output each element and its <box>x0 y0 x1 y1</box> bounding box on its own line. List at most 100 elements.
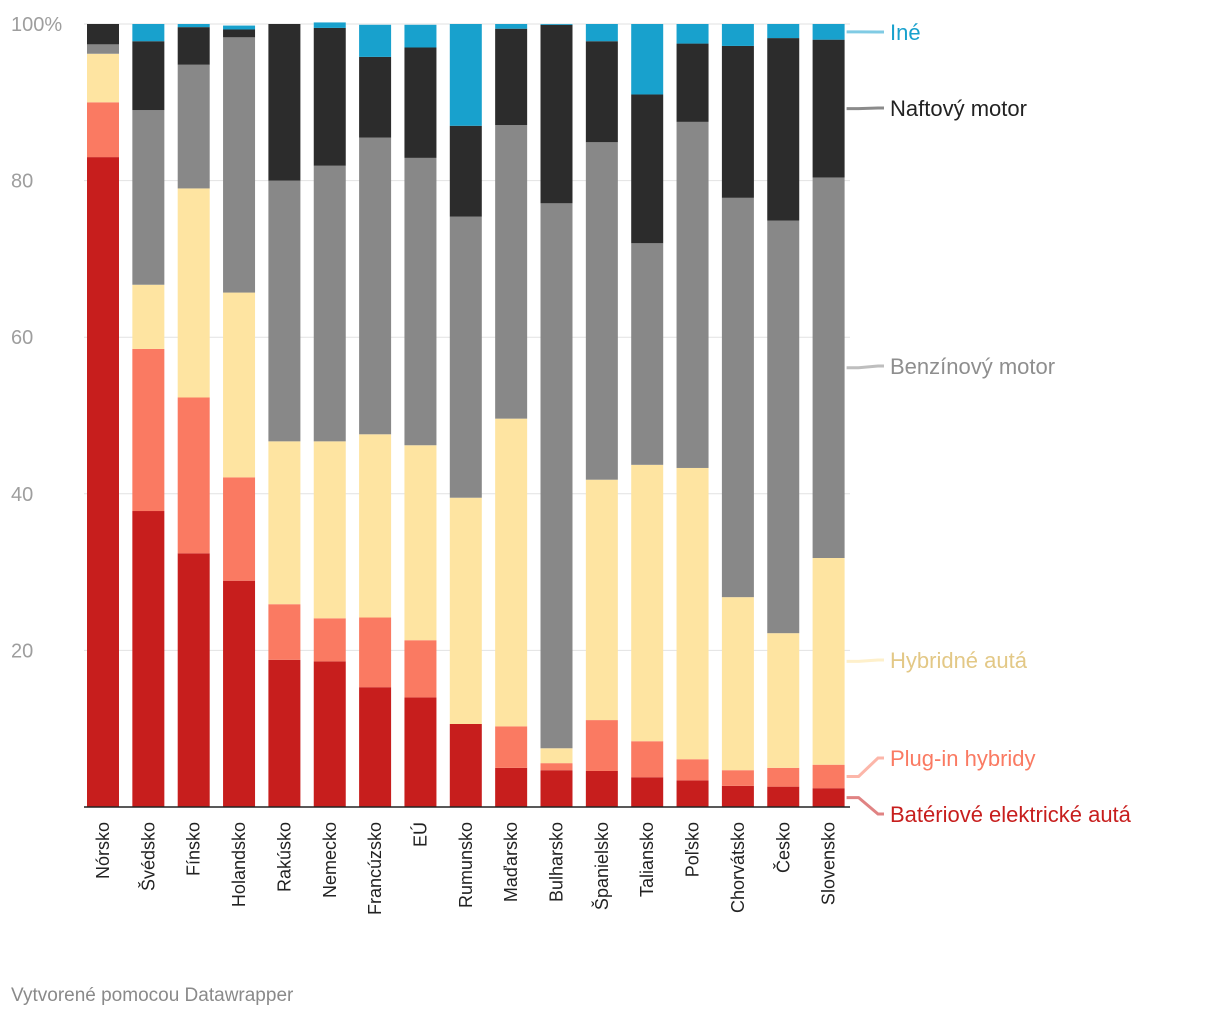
bar-segment-naftovy-motor <box>223 29 256 38</box>
bar-segment-bateriove-elektricke-auta <box>767 786 800 807</box>
bar-segment-hybridne-auta <box>313 441 346 619</box>
legend-label-ine: Iné <box>890 20 921 45</box>
bar-stack-eu <box>404 24 437 807</box>
bar-stack-rakusko <box>268 24 301 807</box>
bar-segment-naftovy-motor <box>132 41 165 111</box>
bar-segment-benzinovy-motor <box>721 197 754 598</box>
bar-segment-ine <box>223 25 256 30</box>
bar-segment-bateriove-elektricke-auta <box>812 788 845 807</box>
bar-stack-holandsko <box>223 25 256 807</box>
bar-segment-hybridne-auta <box>631 464 664 742</box>
bar-segment-benzinovy-motor <box>449 216 482 498</box>
y-axis-ticks: 100% 80 60 40 20 <box>11 14 62 662</box>
bar-segment-naftovy-motor <box>359 56 392 138</box>
bar-segment-ine <box>313 22 346 28</box>
bar-segment-bateriove-elektricke-auta <box>223 580 256 807</box>
bar-segment-bateriove-elektricke-auta <box>87 157 119 808</box>
bar-segment-hybridne-auta <box>223 292 256 478</box>
bar-segment-plug-in-hybridy <box>404 640 437 698</box>
bar-segment-hybridne-auta <box>721 597 754 771</box>
bar-segment-ine <box>495 24 528 29</box>
bar-segment-bateriove-elektricke-auta <box>495 767 528 807</box>
bar-stack-cesko <box>767 24 800 807</box>
bar-segment-plug-in-hybridy <box>87 102 119 158</box>
bar-segment-plug-in-hybridy <box>359 617 392 688</box>
bar-segment-ine <box>676 24 709 44</box>
bar-segment-plug-in-hybridy <box>812 764 845 789</box>
legend-label-bateriove-elektricke-auta: Batériové elektrické autá <box>890 802 1132 827</box>
bar-segment-bateriove-elektricke-auta <box>132 511 165 807</box>
bar-segment-hybridne-auta <box>495 418 528 727</box>
bar-segment-plug-in-hybridy <box>132 348 165 512</box>
x-tick-label: Švédsko <box>137 822 158 891</box>
x-axis-ticks: Nórsko Švédsko Fínsko Holandsko Rakúsko Nemec… <box>93 822 839 915</box>
bar-segment-plug-in-hybridy <box>313 618 346 662</box>
bar-segment-naftovy-motor <box>585 41 618 143</box>
bar-segment-hybridne-auta <box>676 467 709 760</box>
bar-segment-benzinovy-motor <box>812 177 845 559</box>
bar-segment-bateriove-elektricke-auta <box>404 697 437 807</box>
x-tick-label: Nórsko <box>93 822 113 879</box>
bar-segment-bateriove-elektricke-auta <box>676 780 709 807</box>
bars <box>87 22 845 808</box>
bar-segment-hybridne-auta <box>404 445 437 641</box>
bar-segment-naftovy-motor <box>313 27 346 166</box>
bar-segment-hybridne-auta <box>449 497 482 725</box>
bar-segment-naftovy-motor <box>495 28 528 126</box>
bar-segment-ine <box>449 24 482 126</box>
bar-segment-ine <box>404 24 437 48</box>
bar-segment-hybridne-auta <box>177 188 210 398</box>
legend-label-naftovy-motor: Naftový motor <box>890 96 1027 121</box>
x-tick-label: Maďarsko <box>501 822 521 902</box>
y-tick-label: 100% <box>11 14 62 36</box>
bar-segment-ine <box>585 24 618 42</box>
bar-stack-norsko <box>87 24 119 808</box>
bar-segment-benzinovy-motor <box>767 220 800 634</box>
y-tick-label: 80 <box>11 171 33 193</box>
bar-segment-benzinovy-motor <box>495 125 528 419</box>
bar-segment-hybridne-auta <box>359 434 392 618</box>
bar-segment-bateriove-elektricke-auta <box>540 770 573 807</box>
x-tick-label: Francúzsko <box>365 822 385 915</box>
legend-connector <box>846 364 884 370</box>
bar-segment-plug-in-hybridy <box>721 770 754 786</box>
bar-stack-chorvatsko <box>721 24 754 807</box>
bar-segment-hybridne-auta <box>268 441 301 605</box>
x-tick-label: Chorvátsko <box>728 822 748 913</box>
legend-connector <box>846 658 884 663</box>
legend-connector <box>846 756 884 778</box>
bar-segment-plug-in-hybridy <box>631 741 664 778</box>
y-tick-label: 20 <box>11 640 33 662</box>
x-tick-label: EÚ <box>409 822 430 847</box>
bar-segment-ine <box>631 24 664 95</box>
bar-segment-naftovy-motor <box>676 43 709 122</box>
bar-segment-plug-in-hybridy <box>585 720 618 771</box>
bar-segment-benzinovy-motor <box>359 137 392 435</box>
x-tick-label: Fínsko <box>184 822 204 876</box>
bar-segment-ine <box>132 24 165 42</box>
bar-segment-naftovy-motor <box>177 27 210 65</box>
bar-segment-hybridne-auta <box>812 558 845 765</box>
bar-stack-spanielsko <box>585 24 618 807</box>
x-tick-label: Česko <box>772 822 793 873</box>
legend-label-hybridne-auta: Hybridné autá <box>890 648 1028 673</box>
legend-connector <box>846 796 884 816</box>
x-tick-label: Holandsko <box>229 822 249 907</box>
bar-segment-benzinovy-motor <box>313 165 346 442</box>
bar-segment-bateriove-elektricke-auta <box>177 553 210 807</box>
bar-segment-naftovy-motor <box>767 38 800 221</box>
bar-segment-ine <box>767 24 800 39</box>
bar-stack-taliansko <box>631 24 664 807</box>
x-tick-label: Rakúsko <box>274 822 294 892</box>
bar-segment-plug-in-hybridy <box>268 604 301 660</box>
bar-segment-bateriove-elektricke-auta <box>313 661 346 807</box>
bar-segment-naftovy-motor <box>631 94 664 244</box>
bar-segment-naftovy-motor <box>721 45 754 198</box>
bar-segment-naftovy-motor <box>812 39 845 178</box>
bar-segment-benzinovy-motor <box>223 37 256 293</box>
bar-segment-plug-in-hybridy <box>676 759 709 781</box>
legend-label-benzinovy-motor: Benzínový motor <box>890 354 1055 379</box>
legend-label-plug-in-hybridy: Plug-in hybridy <box>890 746 1036 771</box>
bar-stack-svedsko <box>132 24 165 807</box>
bar-segment-naftovy-motor <box>87 24 119 45</box>
